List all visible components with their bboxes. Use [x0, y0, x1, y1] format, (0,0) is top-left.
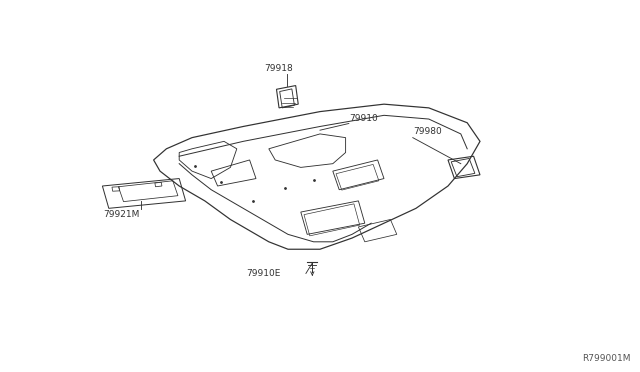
Text: 79910: 79910	[349, 114, 378, 123]
Text: 79980: 79980	[413, 127, 442, 136]
Text: 79918: 79918	[264, 64, 292, 73]
Text: R799001M: R799001M	[582, 354, 630, 363]
Text: 79910E: 79910E	[246, 269, 281, 278]
Text: 79921M: 79921M	[104, 210, 140, 219]
